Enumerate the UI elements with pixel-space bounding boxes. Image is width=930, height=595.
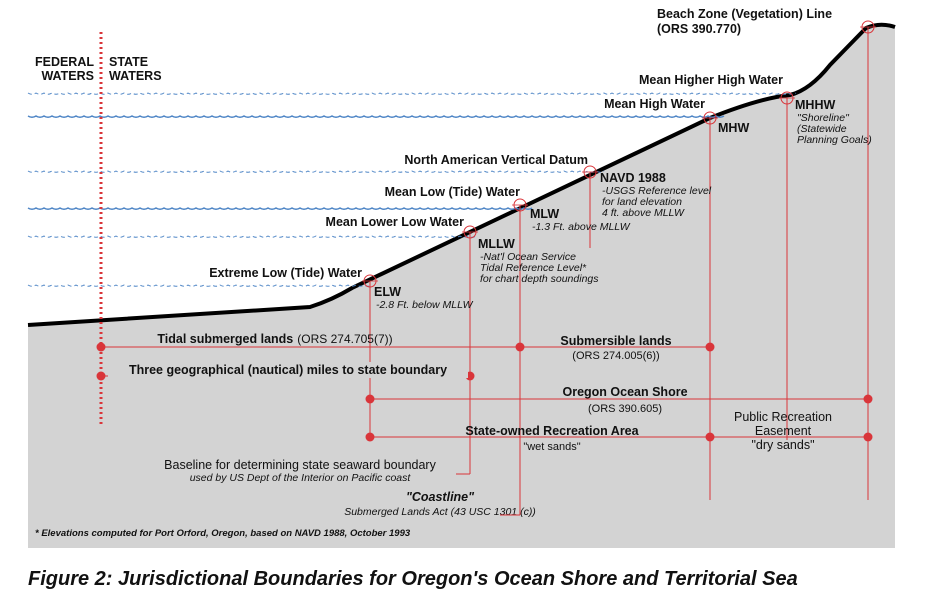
- point-note: Planning Goals): [797, 134, 872, 146]
- caption: Figure 2: Jurisdictional Boundaries for …: [28, 568, 798, 590]
- point-note: -2.8 Ft. below MLLW: [376, 299, 474, 311]
- coastline-title: "Coastline": [406, 490, 475, 504]
- submersible-name: Submersible lands: [560, 334, 671, 348]
- zone-dot: [515, 342, 525, 352]
- state-recreation-name: State-owned Recreation Area: [465, 424, 639, 438]
- state-waters-label: STATE: [109, 55, 148, 69]
- federal-waters-label: FEDERAL: [35, 55, 94, 69]
- water-line: [27, 207, 533, 210]
- water-level-label: North American Vertical Datum: [404, 153, 588, 167]
- zone-dot: [863, 394, 873, 404]
- ocean-shore-ref: (ORS 390.605): [588, 403, 662, 415]
- public-recreation-label: Public Recreation: [734, 410, 832, 424]
- point-note: "Shoreline": [797, 112, 850, 124]
- annotations: Mean Higher High Water Mean High Water Nor…: [27, 7, 876, 539]
- ocean-shore-name: Oregon Ocean Shore: [562, 385, 687, 399]
- beach-line-ref: (ORS 390.770): [657, 22, 741, 36]
- ground-profile: [27, 22, 896, 327]
- point-note: Tidal Reference Level*: [480, 262, 587, 274]
- footnote: * Elevations computed for Port Orford, O…: [35, 528, 411, 539]
- zone-dot: [96, 342, 106, 352]
- water-level-label: Extreme Low (Tide) Water: [209, 266, 362, 280]
- federal-waters-label: WATERS: [41, 69, 94, 83]
- zone-dot: [365, 394, 375, 404]
- zone-dot: [863, 432, 873, 442]
- water-line: [27, 115, 725, 118]
- water-level-label: Mean Higher High Water: [639, 73, 783, 87]
- state-recreation-note: "wet sands": [523, 441, 580, 453]
- land: [28, 24, 895, 548]
- water-line: [27, 235, 477, 238]
- baseline-title: Baseline for determining state seaward b…: [164, 458, 436, 472]
- baseline-note: used by US Dept of the Interior on Pacif…: [190, 472, 412, 484]
- submersible-ref: (ORS 274.005(6)): [572, 350, 659, 362]
- public-recreation-label: Easement: [755, 424, 812, 438]
- water-line: [27, 170, 605, 173]
- water-level-label: Mean Low (Tide) Water: [385, 185, 521, 199]
- point-code: NAVD 1988: [600, 171, 666, 185]
- point-code: MLLW: [478, 237, 515, 251]
- water-level-label: Mean High Water: [604, 97, 705, 111]
- label-bg: [108, 362, 468, 378]
- tidal-zone-label: Tidal submerged lands (ORS 274.705(7)): [157, 332, 392, 346]
- point-code: MHW: [718, 121, 749, 135]
- water-line: [27, 284, 373, 287]
- point-code: MHHW: [795, 98, 835, 112]
- point-note: (Statewide: [797, 123, 847, 135]
- three-miles-label: Three geographical (nautical) miles to s…: [129, 363, 447, 377]
- point-note: -USGS Reference level: [602, 185, 712, 197]
- tidal-zone-name: Tidal submerged lands: [157, 332, 293, 346]
- beach-line-title: Beach Zone (Vegetation) Line: [657, 7, 832, 21]
- point-code: MLW: [530, 207, 559, 221]
- point-note: -Nat'l Ocean Service: [480, 251, 576, 263]
- state-waters-label: WATERS: [109, 69, 162, 83]
- zone-dot: [96, 371, 106, 381]
- point-note: for chart depth soundings: [480, 273, 599, 285]
- tidal-zone-ref: (ORS 274.705(7)): [297, 332, 392, 346]
- zone-dot: [365, 432, 375, 442]
- public-recreation-label: "dry sands": [751, 438, 814, 452]
- point-note: for land elevation: [602, 196, 682, 208]
- point-code: ELW: [374, 285, 401, 299]
- coastline-ref: Submerged Lands Act (43 USC 1301 (c)): [344, 506, 536, 518]
- zone-dot: [705, 432, 715, 442]
- water-level-label: Mean Lower Low Water: [326, 215, 465, 229]
- water-line: [27, 92, 797, 95]
- zone-dot: [705, 342, 715, 352]
- point-note: -1.3 Ft. above MLLW: [532, 221, 631, 233]
- point-note: 4 ft. above MLLW: [602, 207, 685, 219]
